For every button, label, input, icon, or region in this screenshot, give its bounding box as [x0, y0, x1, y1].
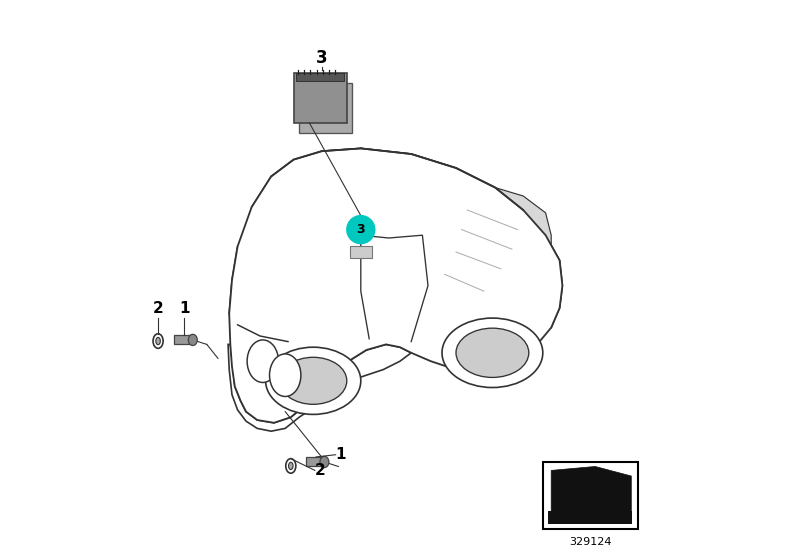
Ellipse shape: [188, 334, 198, 346]
Bar: [297, 73, 344, 81]
Ellipse shape: [266, 347, 361, 414]
Ellipse shape: [280, 357, 347, 404]
Text: 3: 3: [316, 49, 327, 67]
Polygon shape: [228, 344, 411, 431]
Text: 2: 2: [153, 301, 163, 316]
Polygon shape: [299, 83, 353, 133]
Polygon shape: [174, 335, 193, 344]
Text: 329124: 329124: [569, 537, 612, 547]
Ellipse shape: [153, 334, 163, 348]
Ellipse shape: [442, 318, 543, 388]
Polygon shape: [422, 188, 551, 300]
Polygon shape: [306, 457, 325, 466]
Ellipse shape: [270, 354, 301, 396]
Ellipse shape: [247, 340, 278, 382]
Text: 1: 1: [336, 447, 346, 462]
Bar: [549, 511, 633, 524]
Text: 3: 3: [357, 223, 365, 236]
Polygon shape: [350, 246, 372, 258]
Bar: [543, 462, 638, 529]
Ellipse shape: [456, 328, 529, 377]
Ellipse shape: [320, 456, 329, 468]
Bar: [294, 73, 347, 123]
Polygon shape: [456, 168, 562, 328]
Polygon shape: [230, 196, 361, 328]
Text: 1: 1: [179, 301, 190, 316]
Circle shape: [347, 216, 374, 244]
Ellipse shape: [156, 337, 160, 344]
Text: 2: 2: [315, 463, 326, 478]
Polygon shape: [551, 466, 631, 511]
Polygon shape: [361, 148, 456, 238]
Ellipse shape: [286, 459, 296, 473]
Polygon shape: [252, 148, 361, 244]
Polygon shape: [230, 148, 562, 423]
Ellipse shape: [289, 463, 293, 469]
